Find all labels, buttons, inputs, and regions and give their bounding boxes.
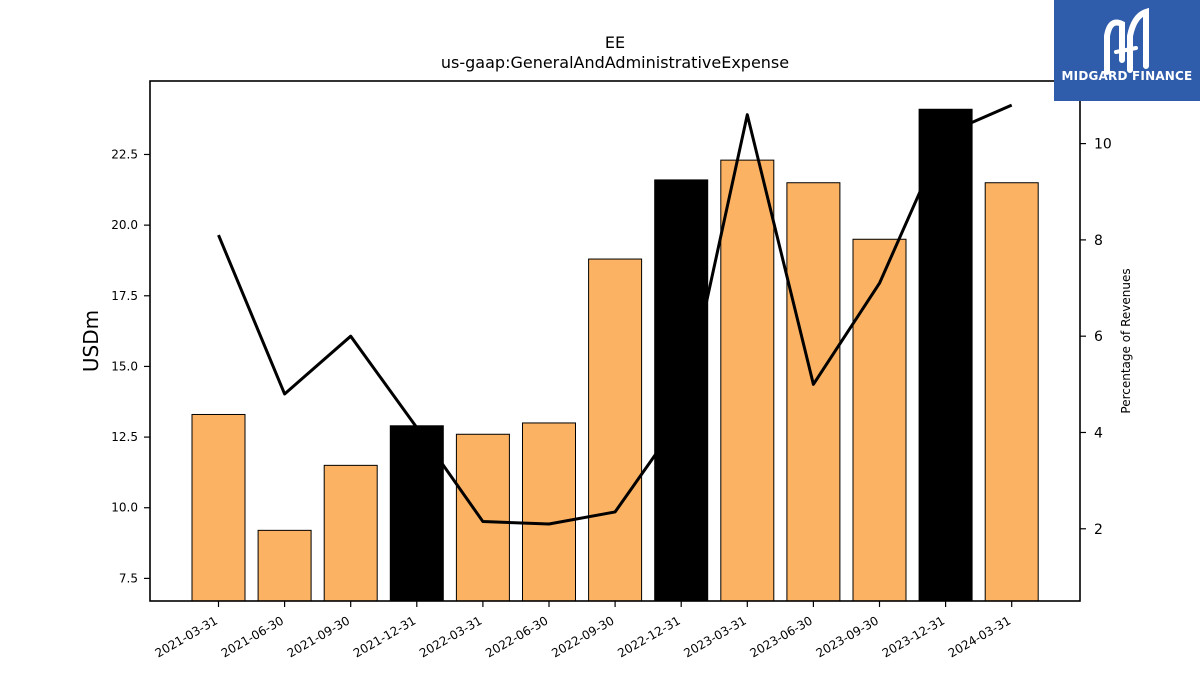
- y2-tick-label: 10: [1094, 137, 1112, 153]
- chart-subtitle: us-gaap:GeneralAndAdministrativeExpense: [441, 53, 789, 72]
- y-tick-label: 7.5: [119, 571, 138, 585]
- bar-2023-09-30: [852, 238, 907, 602]
- x-tick-label: 2021-09-30: [285, 613, 352, 660]
- y2-tick-label: 2: [1094, 522, 1103, 538]
- bar-2021-06-30: [257, 529, 312, 602]
- y-tick-label: 22.5: [111, 147, 138, 161]
- x-tick-label: 2023-03-31: [681, 613, 748, 660]
- x-tick-label: 2021-03-31: [153, 613, 220, 660]
- y2-tick-label: 6: [1094, 329, 1103, 345]
- bars-layer: [191, 108, 1039, 602]
- y-tick-label: 10.0: [111, 501, 138, 515]
- x-tick-label: 2021-12-31: [351, 613, 418, 660]
- x-tick-label: 2023-12-31: [880, 613, 947, 660]
- x-tick-label: 2022-06-30: [483, 613, 550, 660]
- bar-2024-03-31: [984, 182, 1039, 602]
- x-tick-label: 2023-06-30: [747, 613, 814, 660]
- bar-2023-03-31: [720, 159, 775, 602]
- chart-title: EE: [605, 33, 625, 52]
- bar-2022-03-31: [455, 433, 510, 602]
- bar-2023-06-30: [786, 182, 841, 602]
- y-tick-label: 15.0: [111, 359, 138, 373]
- percentage-line: [217, 103, 1013, 526]
- logo-text: MIDGARD FINANCE: [1061, 69, 1193, 83]
- brand-logo: MIDGARD FINANCE: [1054, 0, 1200, 101]
- y2-tick-label: 8: [1094, 233, 1103, 249]
- bar-2021-09-30: [323, 464, 378, 602]
- x-tick-label: 2022-09-30: [549, 613, 616, 660]
- line-layer: [217, 103, 1013, 526]
- bar-2022-06-30: [522, 422, 576, 602]
- x-tick-label: 2022-03-31: [417, 613, 484, 660]
- bar-2022-09-30: [588, 258, 643, 602]
- bar-2021-03-31: [191, 413, 246, 602]
- y-axis-label: USDm: [79, 310, 103, 372]
- bar-2023-12-31: [918, 108, 973, 602]
- y-tick-label: 17.5: [111, 289, 138, 303]
- y-tick-label: 20.0: [111, 218, 138, 232]
- logo-mark-icon: [1104, 7, 1149, 75]
- y-tick-label: 12.5: [111, 430, 138, 444]
- y2-tick-label: 4: [1094, 425, 1103, 441]
- bar-2022-12-31: [654, 179, 709, 602]
- x-tick-label: 2024-03-31: [946, 613, 1013, 660]
- x-tick-label: 2021-06-30: [219, 613, 286, 660]
- x-tick-label: 2023-09-30: [814, 613, 881, 660]
- y2-axis-label: Percentage of Revenues: [1119, 268, 1133, 413]
- x-tick-label: 2022-12-31: [615, 613, 682, 660]
